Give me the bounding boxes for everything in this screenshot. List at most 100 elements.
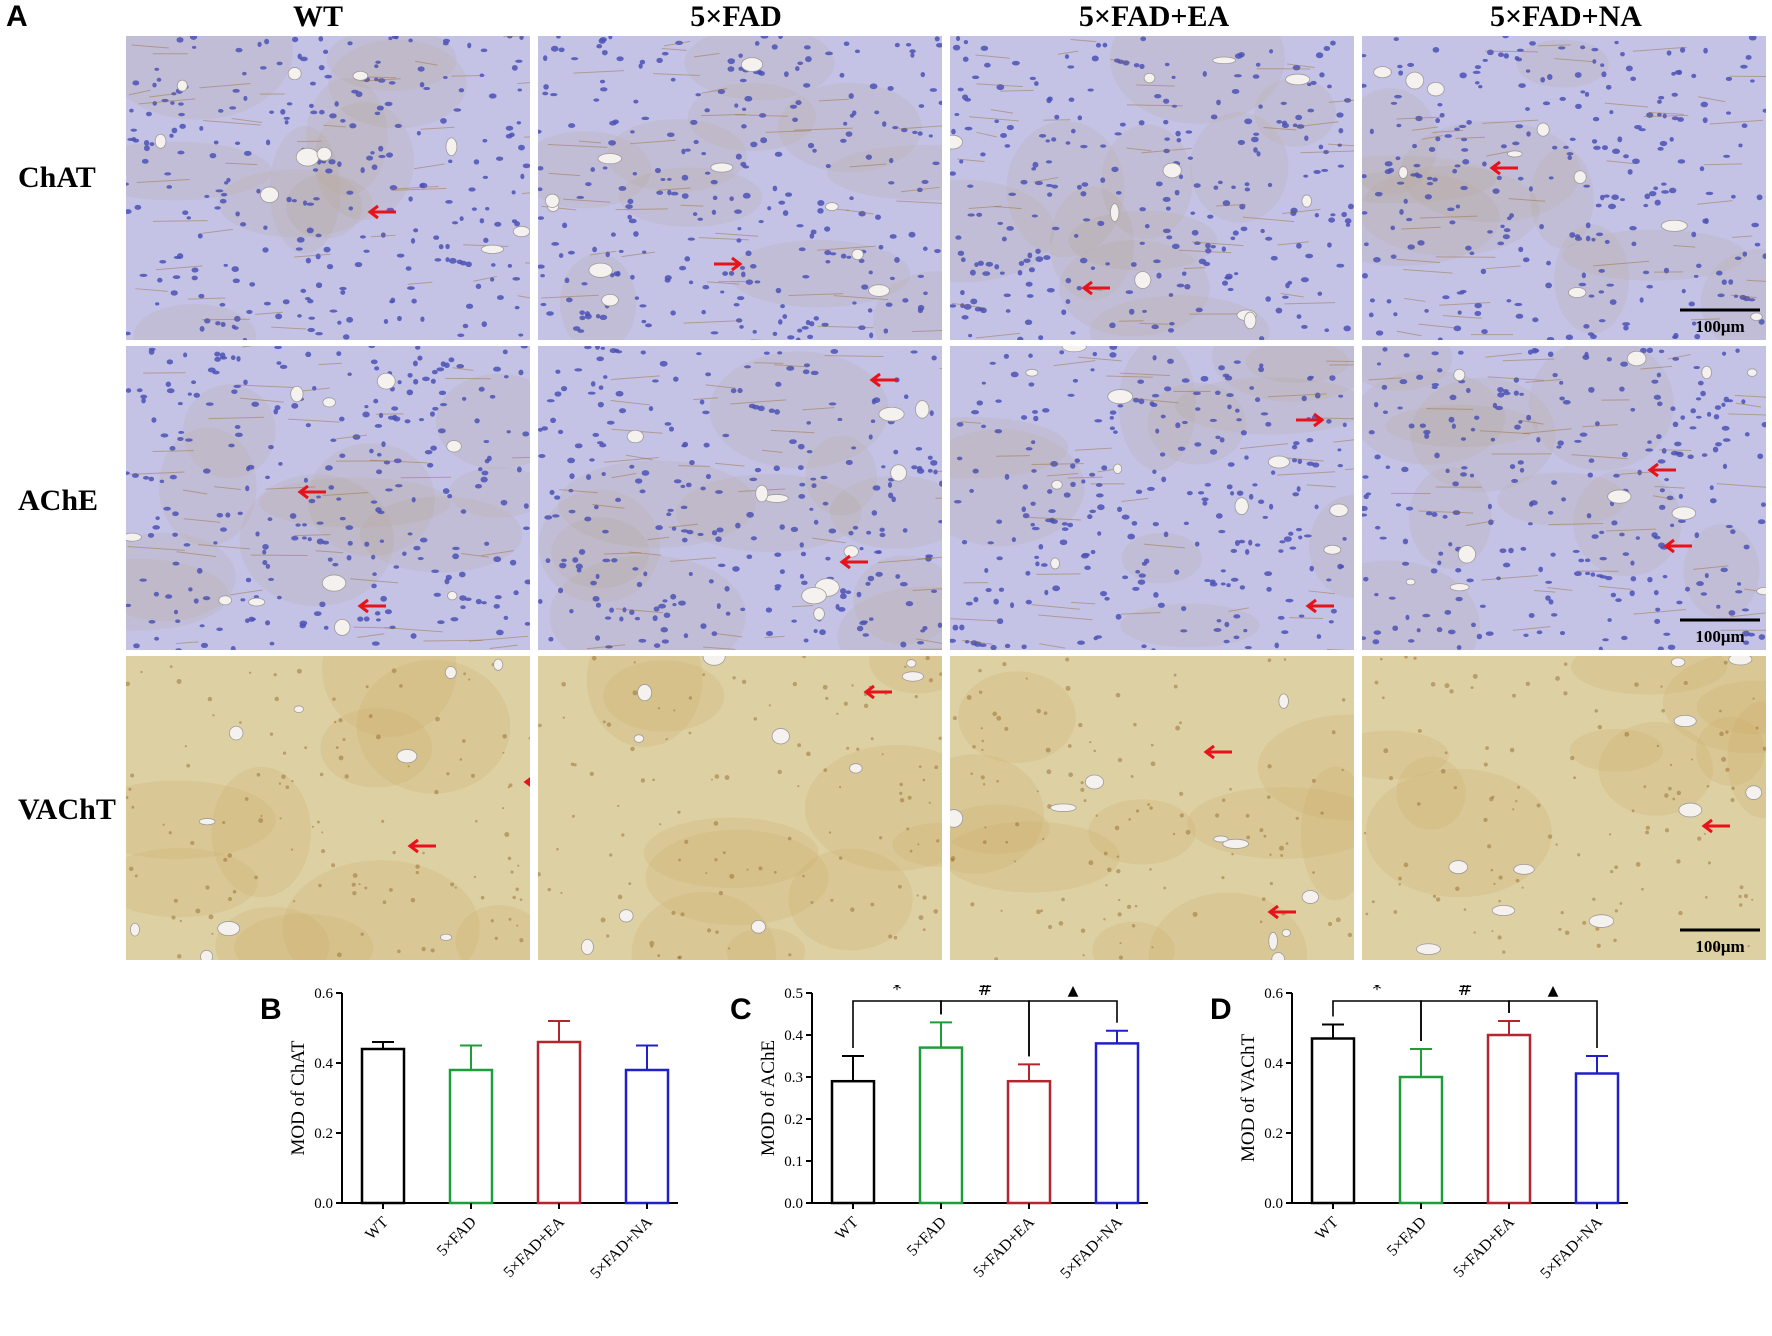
- significance-marker: ▲: [1548, 985, 1559, 999]
- y-tick-label: 0.4: [784, 1028, 803, 1044]
- significance-marker: ▲: [1068, 985, 1079, 999]
- micrograph-chat-3: [950, 36, 1354, 340]
- red-arrow-icon: [839, 554, 868, 570]
- micrograph-vacht-4: 100μm: [1362, 656, 1766, 960]
- y-tick-label: 0.2: [314, 1126, 333, 1142]
- significance-bracket: [1508, 1000, 1598, 1048]
- micrograph-ache-3: [950, 346, 1354, 650]
- red-arrow-icon: [1081, 280, 1110, 296]
- x-tick-label: 5×FAD+NA: [587, 1213, 656, 1282]
- red-arrow-icon: [1203, 744, 1232, 760]
- significance-bracket: [852, 1000, 942, 1048]
- micrograph-vacht-1: [126, 656, 530, 960]
- panel-letter: D: [1210, 993, 1232, 1026]
- scale-bar: 100μm: [1680, 618, 1760, 646]
- micrograph-ache-2: [538, 346, 942, 650]
- red-arrow-icon: [407, 838, 436, 854]
- x-tick-label: 5×FAD+EA: [1451, 1213, 1519, 1281]
- red-arrow-icon: [869, 372, 898, 388]
- red-arrow-icon: [367, 204, 396, 220]
- scale-bar-label: 100μm: [1695, 937, 1744, 956]
- micrograph-vacht-3: [950, 656, 1354, 960]
- x-tick-label: 5×FAD+NA: [1057, 1213, 1126, 1282]
- x-tick-label: 5×FAD: [904, 1214, 950, 1260]
- bar-chart-chat: B 0.0 0.2 0.4 0.6 MOD of ChAT WT 5×FAD 5×FAD+EA 5…: [260, 985, 700, 1315]
- y-tick-label: 0.2: [1264, 1126, 1283, 1142]
- x-tick-label: 5×FAD+EA: [971, 1213, 1039, 1281]
- x-tick-label: WT: [1312, 1214, 1342, 1244]
- red-arrow-icon: [1663, 538, 1692, 554]
- row-header-vacht: VAChT: [18, 793, 116, 826]
- panel-letter-a: A: [6, 0, 28, 33]
- significance-bracket: [1332, 1000, 1422, 1041]
- x-tick-label: WT: [832, 1214, 862, 1244]
- column-header-wt: WT: [292, 0, 343, 33]
- scale-bar-label: 100μm: [1695, 317, 1744, 336]
- red-arrow-icon: [1305, 598, 1334, 614]
- red-arrow-icon: [714, 256, 743, 272]
- micrograph-vacht-2: [538, 656, 942, 960]
- micrograph-chat-1: [126, 36, 530, 340]
- row-header-chat: ChAT: [18, 161, 96, 194]
- bar: [1006, 1079, 1052, 1205]
- bar: [1094, 1042, 1140, 1205]
- y-tick-label: 0.2: [784, 1112, 803, 1128]
- red-arrow-icon: [1267, 904, 1296, 920]
- x-tick-label: WT: [362, 1214, 392, 1244]
- micrograph-ache-1: [126, 346, 530, 650]
- bar-chart-ache: C 0.0 0.1 0.2 0.3 0.4 0.5 MOD of AChE WT 5×FAD 5×F…: [730, 979, 1170, 1315]
- column-header-5xfad-na: 5×FAD+NA: [1490, 0, 1642, 33]
- y-tick-label: 0.4: [1264, 1056, 1283, 1072]
- red-arrow-icon: [1701, 818, 1730, 834]
- bar: [1310, 1037, 1356, 1205]
- bar: [1398, 1075, 1444, 1205]
- y-tick-label: 0.3: [784, 1070, 803, 1086]
- bar: [1574, 1072, 1620, 1205]
- y-axis-label: MOD of AChE: [758, 1040, 779, 1156]
- x-tick-label: 5×FAD+NA: [1537, 1213, 1606, 1282]
- significance-marker: *: [893, 985, 902, 1000]
- y-tick-label: 0.4: [314, 1056, 333, 1072]
- red-arrow-icon: [863, 684, 892, 700]
- bar-chart-vacht: D 0.0 0.2 0.4 0.6 MOD of VAChT WT 5×FAD 5×FAD+EA…: [1210, 979, 1650, 1315]
- bar: [360, 1047, 406, 1205]
- x-tick-label: 5×FAD+EA: [501, 1213, 569, 1281]
- y-axis-label: MOD of ChAT: [288, 1040, 309, 1155]
- y-tick-label: 0.6: [314, 986, 333, 1002]
- bar: [1486, 1033, 1532, 1205]
- y-tick-label: 0.0: [784, 1196, 803, 1212]
- red-arrow-icon: [297, 484, 326, 500]
- panel-letter: B: [260, 993, 282, 1026]
- y-tick-label: 0.1: [784, 1154, 803, 1170]
- micrograph-chat-4: 100μm: [1362, 36, 1766, 340]
- y-tick-label: 0.6: [1264, 986, 1283, 1002]
- red-arrow-icon: [1296, 412, 1325, 428]
- significance-marker: #: [1457, 985, 1472, 1000]
- micrograph-chat-2: [538, 36, 942, 340]
- bar: [536, 1040, 582, 1205]
- bar: [830, 1079, 876, 1205]
- y-tick-label: 0.5: [784, 986, 803, 1002]
- red-arrow-icon: [523, 777, 530, 787]
- red-arrow-icon: [1489, 160, 1518, 176]
- significance-marker: *: [1373, 985, 1382, 1000]
- red-arrow-icon: [1647, 462, 1676, 478]
- scale-bar: 100μm: [1680, 308, 1760, 336]
- bar: [448, 1068, 494, 1205]
- panel-letter: C: [730, 993, 752, 1026]
- red-arrow-icon: [357, 598, 386, 614]
- micrograph-ache-4: 100μm: [1362, 346, 1766, 650]
- significance-marker: #: [977, 985, 992, 1000]
- column-header-5xfad-ea: 5×FAD+EA: [1078, 0, 1230, 33]
- x-tick-label: 5×FAD: [1384, 1214, 1430, 1260]
- bar: [918, 1046, 964, 1205]
- y-tick-label: 0.0: [314, 1196, 333, 1212]
- scale-bar-label: 100μm: [1695, 627, 1744, 646]
- bar: [624, 1068, 670, 1205]
- y-tick-label: 0.0: [1264, 1196, 1283, 1212]
- scale-bar: 100μm: [1680, 928, 1760, 956]
- y-axis-label: MOD of VAChT: [1238, 1034, 1259, 1162]
- x-tick-label: 5×FAD: [434, 1214, 480, 1260]
- significance-bracket: [1028, 1000, 1118, 1057]
- row-header-ache: AChE: [18, 484, 99, 517]
